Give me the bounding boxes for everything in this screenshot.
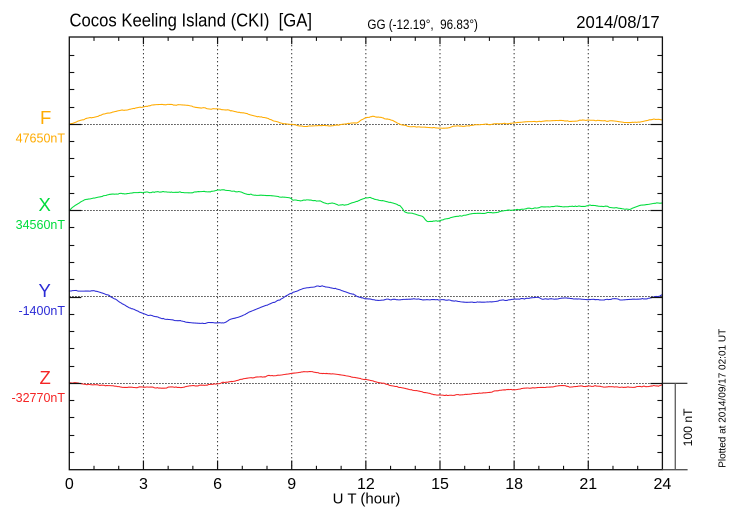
svg-text:Plotted at 2014/09/17 02:01 UT: Plotted at 2014/09/17 02:01 UT bbox=[717, 329, 728, 468]
svg-text:2014/08/17: 2014/08/17 bbox=[576, 12, 660, 32]
svg-text:U T (hour): U T (hour) bbox=[333, 491, 401, 508]
svg-text:F: F bbox=[40, 107, 51, 128]
svg-text:Cocos Keeling Island (CKI) [G: Cocos Keeling Island (CKI) [GA] bbox=[70, 10, 313, 31]
svg-text:47650nT: 47650nT bbox=[16, 132, 66, 146]
svg-text:12: 12 bbox=[357, 476, 375, 493]
svg-text:9: 9 bbox=[287, 476, 296, 493]
svg-text:15: 15 bbox=[431, 476, 449, 493]
svg-text:-1400nT: -1400nT bbox=[18, 304, 65, 318]
svg-text:21: 21 bbox=[579, 476, 597, 493]
svg-text:18: 18 bbox=[505, 476, 523, 493]
svg-text:Z: Z bbox=[39, 367, 50, 388]
svg-text:-32770nT: -32770nT bbox=[11, 391, 65, 405]
svg-text:6: 6 bbox=[213, 476, 222, 493]
svg-text:Y: Y bbox=[39, 280, 51, 301]
svg-text:GG (-12.19°, 96.83°): GG (-12.19°, 96.83°) bbox=[367, 17, 478, 32]
svg-text:0: 0 bbox=[65, 476, 74, 493]
svg-text:24: 24 bbox=[654, 476, 672, 493]
svg-text:3: 3 bbox=[139, 476, 148, 493]
svg-text:34560nT: 34560nT bbox=[16, 218, 66, 232]
svg-text:100 nT: 100 nT bbox=[681, 408, 695, 446]
svg-text:X: X bbox=[38, 194, 50, 215]
